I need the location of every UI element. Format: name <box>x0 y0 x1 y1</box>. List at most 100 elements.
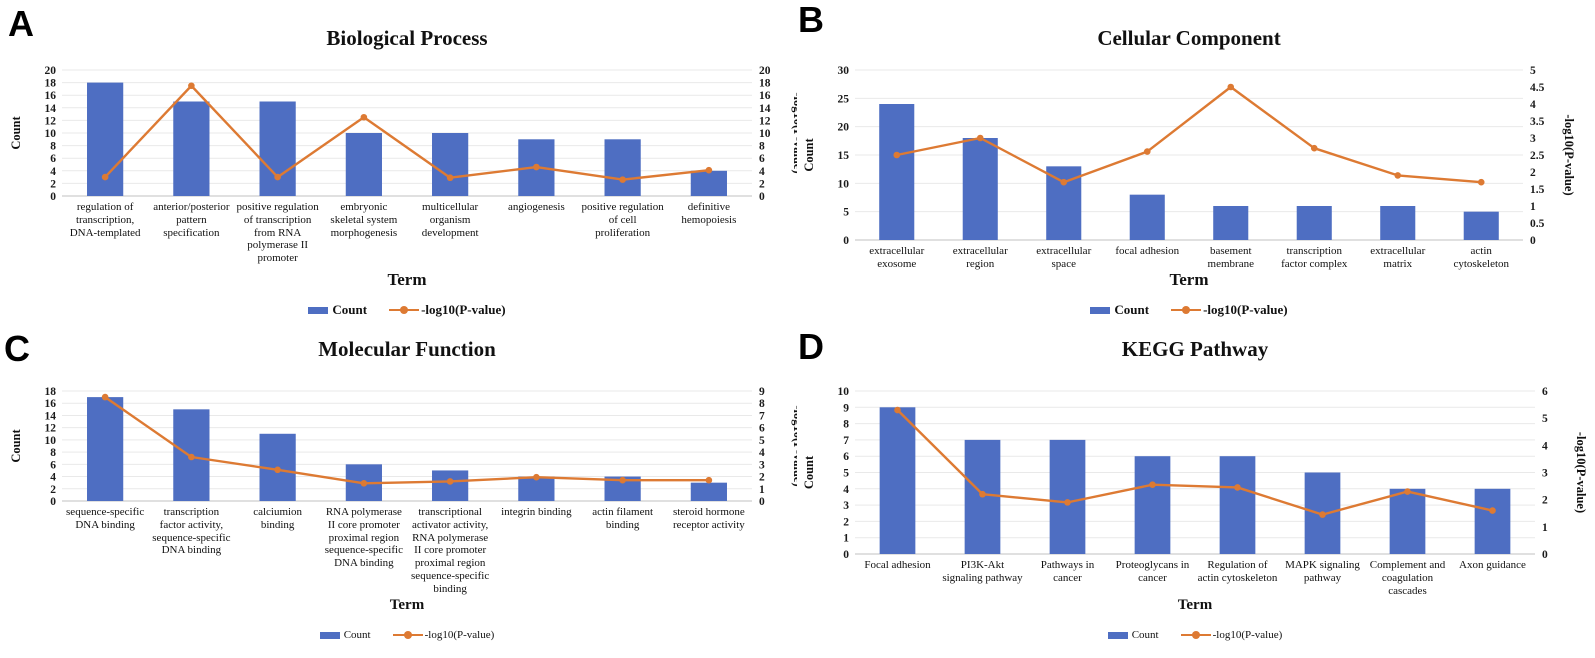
pvalue-point <box>1319 511 1326 518</box>
pvalue-point <box>188 453 195 461</box>
pvalue-point <box>101 173 109 181</box>
count-bar <box>1213 206 1249 240</box>
legend-count-label: Count <box>343 629 371 641</box>
right-axis-tick: 3.5 <box>1530 116 1545 128</box>
left-axis-tick: 5 <box>843 207 849 219</box>
count-bar <box>87 397 124 501</box>
count-bar <box>1463 211 1499 240</box>
pvalue-point <box>1404 488 1411 495</box>
category-axis: sequence-specific DNA binding transcripti… <box>62 506 752 595</box>
count-bar <box>690 170 727 196</box>
pvalue-point <box>1064 499 1071 506</box>
category-label: angiogenesis <box>507 201 565 213</box>
count-swatch-icon <box>308 306 329 314</box>
category-label: Proteoglycans in cancer <box>1115 559 1190 584</box>
left-axis-tick: 5 <box>843 468 849 480</box>
right-axis-tick: 9 <box>759 386 765 398</box>
category-label: extracellular exosome <box>869 245 925 270</box>
right-axis-tick: 4.5 <box>1530 82 1545 94</box>
count-bar <box>879 104 915 240</box>
right-axis-tick: 4 <box>759 166 765 178</box>
pvalue-point <box>976 134 984 142</box>
pvalue-point <box>274 173 281 181</box>
right-axis-tick: 4 <box>1530 99 1536 111</box>
pvalue-point <box>1394 172 1402 179</box>
pvalue-point <box>1060 178 1068 186</box>
count-bar <box>1129 194 1165 240</box>
category-label: focal adhesion <box>1115 245 1180 257</box>
right-axis-tick: 8 <box>759 398 765 410</box>
chart-title: KEGG Pathway <box>1121 337 1269 361</box>
pvalue-point <box>1477 178 1485 186</box>
left-axis-tick: 0 <box>843 235 849 247</box>
legend-item-pvalue: -log10(P-value) <box>1180 629 1282 641</box>
pvalue-line-icon <box>389 305 420 315</box>
right-axis-tick: 0.5 <box>1530 218 1545 230</box>
chart-title: Molecular Function <box>318 337 496 361</box>
count-bar <box>1134 456 1171 554</box>
right-axis-title: -log10(P-value) <box>791 92 797 173</box>
right-axis-tick: 1.5 <box>1530 184 1545 196</box>
legend-item-pvalue: -log10(P-value) <box>389 302 506 318</box>
left-axis-tick: 4 <box>843 484 849 496</box>
count-bar <box>1219 456 1256 554</box>
left-axis-tick: 14 <box>45 410 57 422</box>
category-label: multicellular organism development <box>421 201 479 239</box>
left-axis-tick: 0 <box>843 549 849 561</box>
x-axis-title: Term <box>1177 597 1213 613</box>
legend: Count -log10(P-value) <box>62 629 752 641</box>
count-bar <box>962 138 998 240</box>
category-label: regulation of transcription, DNA-templat… <box>69 201 141 239</box>
right-axis-tick: 8 <box>759 141 765 153</box>
pvalue-point <box>1143 148 1151 155</box>
panel-A: A Biological Process 0 2 4 6 8 10 12 14 16 18 20 0 2… <box>0 0 797 329</box>
pvalue-point <box>533 473 540 481</box>
category-label: PI3K-Akt signaling pathway <box>942 559 1023 584</box>
pvalue-point <box>1234 484 1241 491</box>
left-axis-tick: 6 <box>50 459 56 471</box>
left-axis-tick: 7 <box>843 435 849 447</box>
pvalue-point <box>274 466 281 474</box>
pvalue-line-icon <box>392 630 423 640</box>
right-axis-tick: 0 <box>759 496 765 508</box>
category-label: embryonic skeletal system morphogenesis <box>330 201 398 239</box>
category-label: MAPK signaling pathway <box>1285 559 1360 584</box>
category-axis: Focal adhesion PI3K-Akt signaling pathway… <box>855 559 1535 597</box>
pvalue-line <box>896 409 1493 516</box>
legend-pvalue-label: -log10(P-value) <box>424 629 495 641</box>
right-axis-tick: 5 <box>1530 65 1536 77</box>
pvalue-point <box>446 478 454 485</box>
pvalue-point <box>705 166 713 174</box>
right-axis-tick: 6 <box>759 423 765 435</box>
left-axis-tick: 8 <box>50 141 56 153</box>
count-swatch-icon <box>319 631 340 639</box>
right-axis-tick: 4 <box>759 447 765 459</box>
left-axis-tick: 1 <box>843 533 849 545</box>
panel-letter: A <box>8 3 34 44</box>
legend-pvalue-label: -log10(P-value) <box>1203 302 1288 317</box>
pvalue-point <box>188 82 195 90</box>
right-axis-tick: 14 <box>759 103 771 115</box>
pvalue-point <box>705 476 713 484</box>
legend-item-count: Count <box>1107 629 1159 641</box>
legend-count-label: Count <box>1131 629 1159 641</box>
left-axis-tick: 9 <box>843 402 849 414</box>
category-label: transcriptional activator activity, RNA … <box>411 506 490 595</box>
legend-item-count: Count <box>308 302 367 318</box>
count-bar <box>432 133 469 196</box>
left-axis-tick: 8 <box>843 419 849 431</box>
right-axis-tick: 0 <box>1542 549 1548 561</box>
count-bar <box>604 139 641 196</box>
panel-letter: C <box>4 328 30 369</box>
right-axis-tick: 20 <box>759 65 771 77</box>
count-bar <box>432 470 469 501</box>
category-label: actin filament binding <box>592 506 654 531</box>
left-axis-tick: 2 <box>50 484 56 496</box>
count-bar <box>1389 488 1426 554</box>
left-axis-tick: 30 <box>838 65 850 77</box>
panel-C: C Molecular Function 0 2 4 6 8 10 12 14 16 18 0 1 2 3… <box>0 329 797 658</box>
right-axis-title: -log10(P-value) <box>1562 114 1576 195</box>
pvalue-point <box>979 490 986 498</box>
